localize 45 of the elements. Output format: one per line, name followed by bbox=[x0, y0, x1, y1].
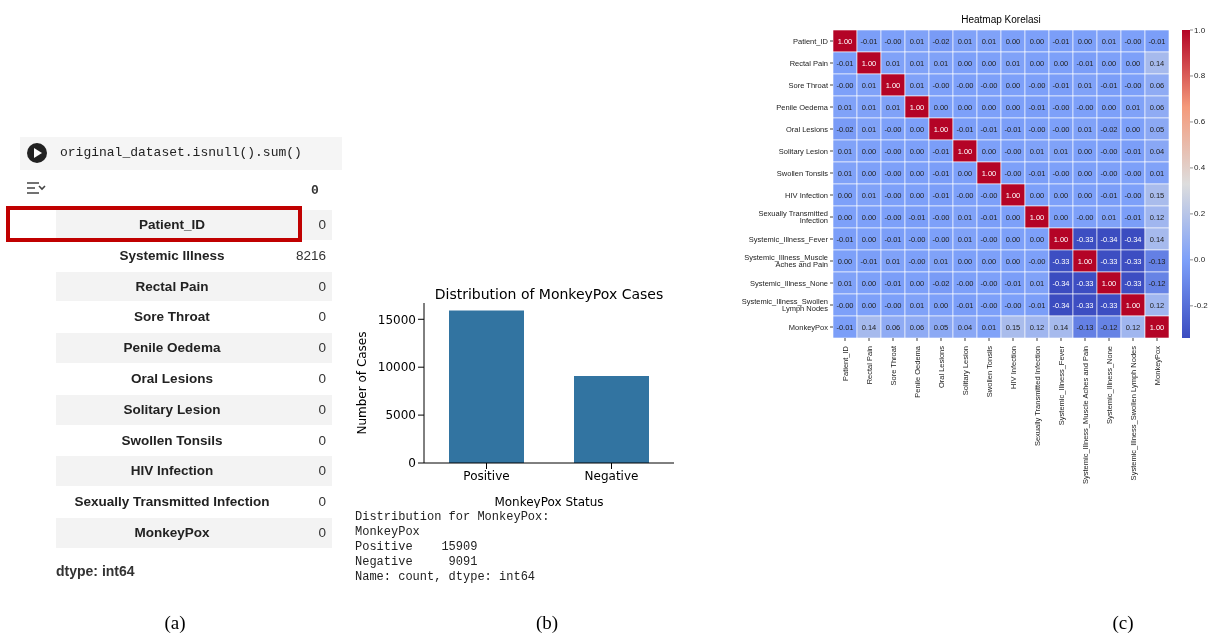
text: Negative 9091 bbox=[355, 555, 479, 570]
text: 0 bbox=[317, 494, 326, 510]
x-tick-label: Positive bbox=[463, 468, 510, 483]
text: 0 bbox=[317, 278, 326, 294]
color-bar-label: -0.2 bbox=[1194, 301, 1209, 311]
text: original_dataset.isnull().sum() bbox=[60, 145, 302, 160]
x-axis-title: MonkeyPox Status bbox=[494, 495, 604, 509]
text: MonkeyPox bbox=[133, 525, 211, 540]
text: 0 bbox=[310, 183, 320, 198]
text: Distribution for MonkeyPox: bbox=[355, 510, 550, 525]
color-bar-label: 1.0 bbox=[1194, 25, 1206, 35]
color-bar-label: 0.6 bbox=[1194, 117, 1206, 127]
y-tick-label: 15000 bbox=[377, 312, 416, 327]
text: Positive 15909 bbox=[355, 540, 479, 555]
text: 0 bbox=[317, 463, 326, 479]
text: Systemic Illness bbox=[118, 247, 226, 263]
text: 0 bbox=[317, 371, 326, 386]
y-tick-label: 5000 bbox=[385, 408, 416, 423]
x-tick-label: Negative bbox=[584, 468, 639, 483]
text: 0 bbox=[317, 309, 326, 325]
text: (a) bbox=[163, 612, 187, 634]
text: 0 bbox=[317, 340, 326, 356]
y-tick-label: 10000 bbox=[377, 360, 416, 375]
text: 0 bbox=[317, 525, 326, 540]
color-bar-label: 0.2 bbox=[1194, 209, 1206, 219]
text: Swollen Tonsils bbox=[120, 432, 224, 448]
color-bar-label: 0.8 bbox=[1194, 71, 1206, 81]
text: 8216 bbox=[294, 247, 326, 263]
chart-title: Heatmap Korelasi bbox=[960, 14, 1042, 25]
y-axis-title: Number of Cases bbox=[355, 331, 370, 435]
text: dtype: int64 bbox=[56, 563, 135, 579]
color-bar-label: 0.4 bbox=[1194, 163, 1206, 173]
text: Rectal Pain bbox=[134, 278, 210, 294]
color-bar-label: 0.0 bbox=[1194, 255, 1206, 265]
text: Sore Throat bbox=[133, 309, 211, 325]
text: (b) bbox=[534, 612, 560, 634]
text: Sexually Transmitted Infection bbox=[73, 494, 271, 510]
y-tick-label: 0 bbox=[408, 456, 416, 471]
text: Name: count, dtype: int64 bbox=[355, 570, 537, 585]
text: 0 bbox=[317, 401, 326, 417]
text: 0 bbox=[317, 217, 326, 232]
text: (c) bbox=[1111, 612, 1135, 634]
text: 0 bbox=[317, 432, 326, 448]
text: Patient_ID bbox=[138, 217, 206, 232]
chart-title: Distribution of MonkeyPox Cases bbox=[433, 286, 665, 302]
